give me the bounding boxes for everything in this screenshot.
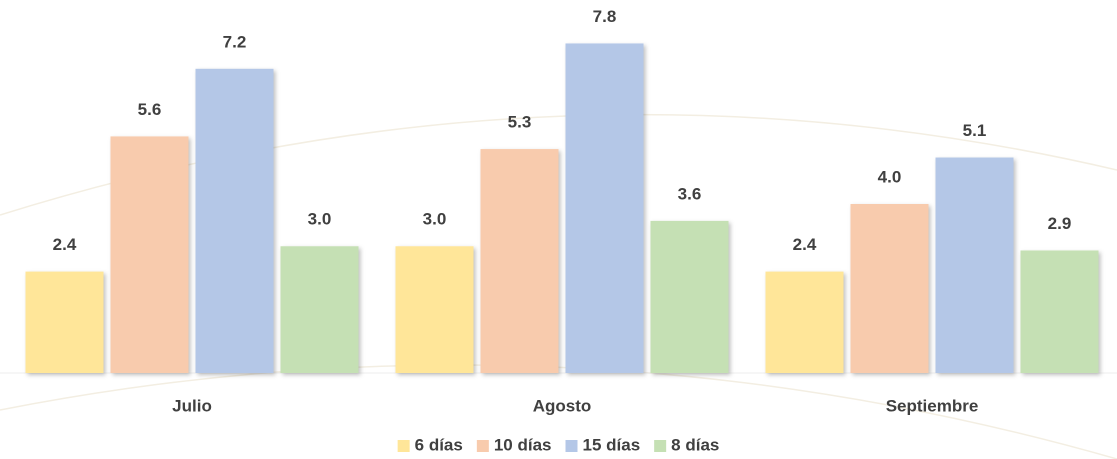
bar bbox=[650, 220, 729, 373]
legend-label: 6 días bbox=[415, 435, 463, 454]
data-label: 5.1 bbox=[963, 121, 987, 140]
bar bbox=[110, 136, 189, 373]
bar bbox=[765, 271, 844, 373]
bar bbox=[1020, 250, 1099, 373]
bar bbox=[395, 246, 474, 373]
legend-label: 15 días bbox=[583, 435, 641, 454]
data-label: 7.2 bbox=[223, 32, 247, 51]
x-tick-label: Septiembre bbox=[886, 396, 979, 415]
bar bbox=[280, 246, 359, 373]
bar bbox=[850, 204, 929, 373]
bar bbox=[565, 43, 644, 373]
data-label: 5.3 bbox=[508, 113, 532, 132]
data-label: 3.0 bbox=[308, 210, 332, 229]
data-label: 2.9 bbox=[1048, 214, 1072, 233]
data-label: 4.0 bbox=[878, 167, 902, 186]
x-tick-label: Agosto bbox=[533, 396, 592, 415]
bar bbox=[25, 271, 104, 373]
data-label: 3.6 bbox=[678, 184, 702, 203]
legend-swatch bbox=[476, 440, 489, 452]
x-tick-label: Julio bbox=[172, 396, 212, 415]
data-label: 7.8 bbox=[593, 7, 617, 26]
data-label: 2.4 bbox=[53, 235, 77, 254]
data-label: 3.0 bbox=[423, 210, 447, 229]
legend-swatch bbox=[397, 440, 410, 452]
legend-swatch bbox=[654, 440, 667, 452]
bar bbox=[480, 149, 559, 373]
legend-label: 8 días bbox=[671, 435, 719, 454]
bar bbox=[935, 157, 1014, 373]
legend-label: 10 días bbox=[494, 435, 552, 454]
data-label: 5.6 bbox=[138, 100, 162, 119]
background-arc bbox=[0, 364, 1117, 459]
legend-swatch bbox=[565, 440, 578, 452]
data-label: 2.4 bbox=[793, 235, 817, 254]
bar bbox=[195, 68, 274, 374]
